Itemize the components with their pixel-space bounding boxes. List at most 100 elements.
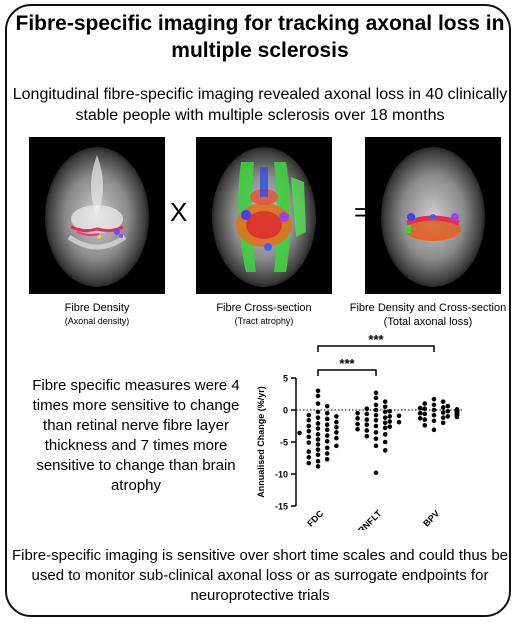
data-point xyxy=(315,401,321,406)
data-point xyxy=(373,417,379,423)
data-point xyxy=(306,449,312,454)
data-point xyxy=(382,404,388,410)
data-point xyxy=(373,470,379,476)
data-point xyxy=(324,439,330,444)
data-point xyxy=(382,409,388,415)
data-point xyxy=(422,423,428,428)
data-point xyxy=(306,412,312,418)
data-point xyxy=(387,414,393,419)
y-axis-label: Annualised Change (%/yr) xyxy=(256,386,266,498)
data-point xyxy=(306,440,312,445)
data-point xyxy=(355,426,360,432)
data-point xyxy=(315,464,321,469)
data-point xyxy=(315,432,321,437)
data-point xyxy=(315,409,321,415)
data-point xyxy=(306,434,312,440)
data-point xyxy=(382,432,388,437)
data-point xyxy=(440,410,446,415)
data-point xyxy=(324,410,330,416)
y-tick-label: -15 xyxy=(275,502,288,512)
data-point xyxy=(324,456,330,462)
data-point xyxy=(387,408,393,414)
significance-label: *** xyxy=(368,332,384,347)
data-point xyxy=(382,448,388,453)
data-point xyxy=(306,460,312,466)
data-point xyxy=(315,437,321,442)
data-point xyxy=(454,414,460,420)
fibre-density-brain-image xyxy=(29,137,165,294)
data-point xyxy=(422,406,428,412)
data-point xyxy=(387,424,393,429)
data-point xyxy=(334,424,339,430)
x-category-label: BPV xyxy=(421,508,441,528)
data-point xyxy=(445,403,451,409)
data-point xyxy=(422,401,428,406)
fibre-density-cross-section-brain-image xyxy=(365,137,501,294)
data-point xyxy=(373,430,379,435)
data-point xyxy=(364,417,370,422)
significance-bracket xyxy=(317,369,377,376)
data-point xyxy=(315,388,321,394)
data-point xyxy=(324,427,330,433)
data-point xyxy=(422,411,428,417)
data-point xyxy=(324,416,330,422)
data-point xyxy=(373,390,379,396)
data-point xyxy=(297,430,302,436)
data-point xyxy=(364,433,370,439)
y-tick-label: 0 xyxy=(283,406,288,416)
data-point xyxy=(431,407,437,413)
fibre-cross-section-label: Fibre Cross-section xyxy=(216,302,312,314)
data-point xyxy=(373,402,379,408)
data-point xyxy=(315,426,321,431)
data-point xyxy=(417,416,423,421)
data-point xyxy=(324,433,330,438)
data-point xyxy=(373,407,379,413)
data-point xyxy=(315,415,321,420)
data-point xyxy=(445,414,451,419)
data-point xyxy=(431,418,437,424)
y-tick-label: -5 xyxy=(280,438,288,448)
data-point xyxy=(315,393,321,399)
data-point xyxy=(334,443,339,449)
annualised-change-chart: 5 0 -5 -10 -15 Annualised Change (%/yr) FDC RNF… xyxy=(248,330,468,536)
data-point xyxy=(364,406,370,412)
data-point xyxy=(324,445,330,451)
data-point xyxy=(387,419,393,424)
data-point xyxy=(306,417,312,423)
data-point xyxy=(364,422,370,428)
x-category-label: RNFLT xyxy=(356,508,384,530)
graphic-title: Fibre-specific imaging for tracking axon… xyxy=(15,12,505,62)
fibre-density-sublabel: (Axonal density) xyxy=(64,316,130,326)
data-point xyxy=(431,427,437,433)
data-point xyxy=(364,411,370,417)
data-point xyxy=(334,430,339,435)
data-point xyxy=(355,416,360,421)
data-point xyxy=(431,396,437,402)
data-point xyxy=(315,442,321,447)
data-point xyxy=(431,412,437,418)
data-point xyxy=(315,452,321,458)
data-point xyxy=(382,439,388,445)
data-point xyxy=(382,415,388,420)
data-point xyxy=(315,447,321,452)
summary-subtitle: Longitudinal fibre-specific imaging reve… xyxy=(12,86,508,124)
data-point xyxy=(364,428,370,433)
times-operator: X xyxy=(170,197,188,227)
data-point xyxy=(396,413,402,419)
data-point xyxy=(334,435,339,441)
data-point xyxy=(324,451,330,456)
significance-label: *** xyxy=(339,356,355,371)
data-point xyxy=(306,423,312,429)
data-point xyxy=(440,399,446,404)
data-point xyxy=(306,428,312,434)
data-point xyxy=(355,410,360,416)
data-point xyxy=(440,405,446,410)
fibre-density-label: Fibre Density xyxy=(64,302,130,314)
data-point xyxy=(373,412,379,418)
data-point xyxy=(373,423,379,429)
data-point xyxy=(440,420,446,426)
fibre-cross-section-sublabel: (Tract atrophy) xyxy=(234,316,294,326)
x-category-label: FDC xyxy=(305,508,326,529)
infographic-card xyxy=(5,4,511,617)
fibre-cross-section-brain-image xyxy=(196,137,332,294)
